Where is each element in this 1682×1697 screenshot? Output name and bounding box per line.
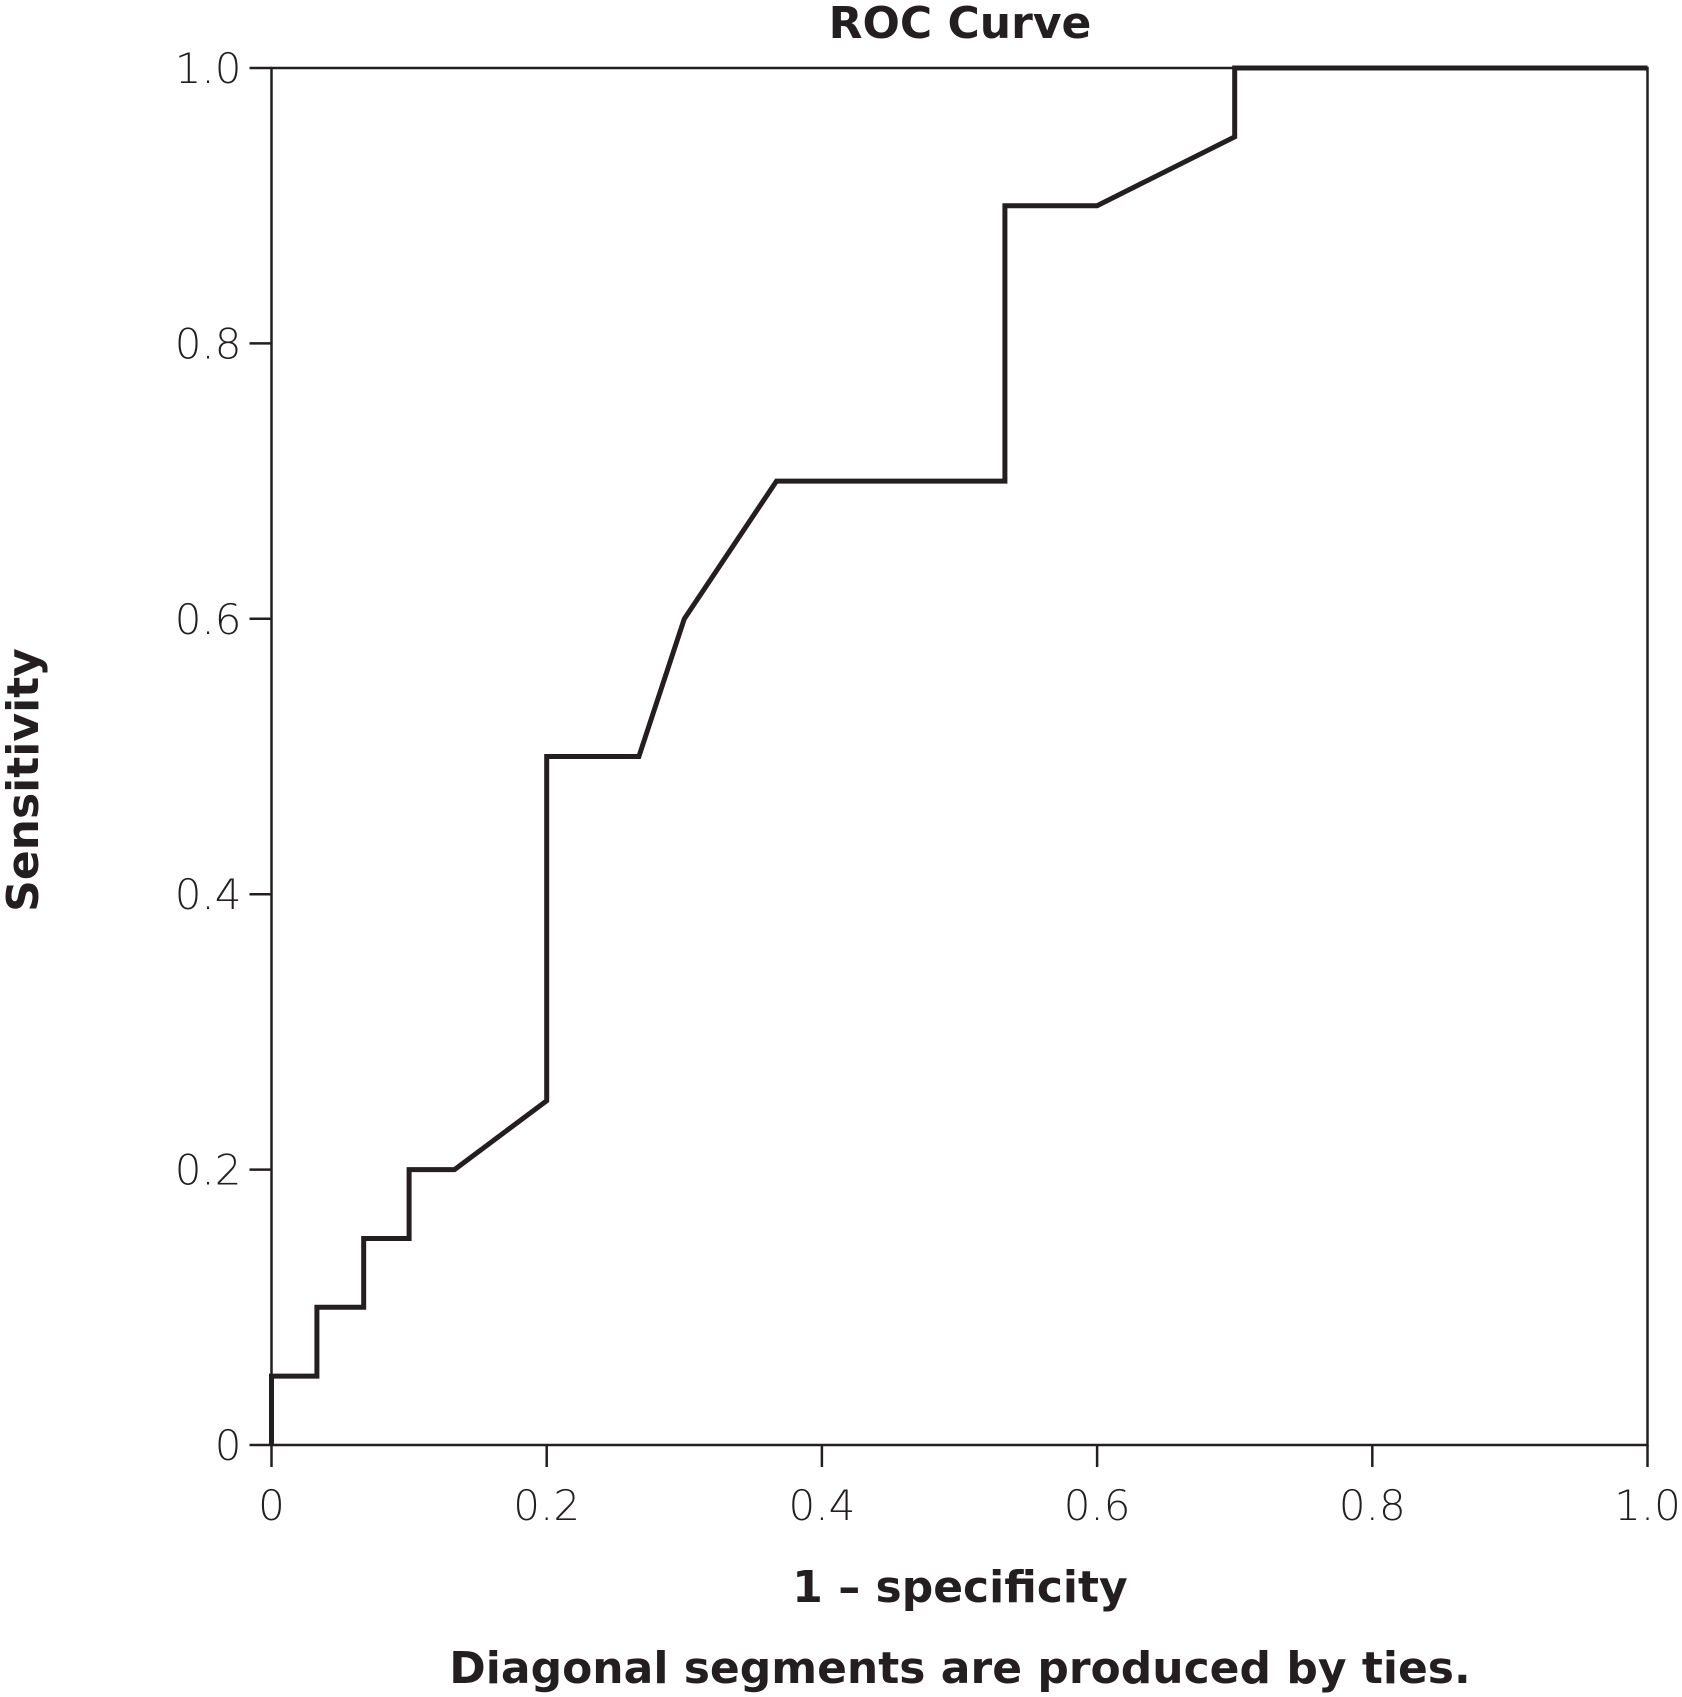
- x-tick-label: 0.6: [1064, 1481, 1131, 1530]
- y-tick-label: 0: [215, 1421, 242, 1470]
- plot-frame: [270, 66, 1649, 1447]
- roc-curve-line: [269, 65, 1648, 1445]
- x-axis-label: 1 – specificity: [792, 1562, 1127, 1613]
- chart-title: ROC Curve: [829, 0, 1092, 49]
- footnote: Diagonal segments are produced by ties.: [449, 1643, 1470, 1694]
- x-tick-label: 0.2: [513, 1481, 580, 1530]
- y-axis-label: Sensitivity: [0, 648, 49, 912]
- x-tick-label: 1.0: [1614, 1481, 1681, 1530]
- y-tick-label: 0.4: [175, 870, 242, 919]
- y-tick-label: 0.2: [175, 1146, 242, 1195]
- x-tick-label: 0.4: [789, 1481, 856, 1530]
- y-tick-label: 0.8: [175, 319, 242, 368]
- x-tick-label: 0: [258, 1481, 285, 1530]
- x-tick-label: 0.8: [1339, 1481, 1406, 1530]
- y-tick-label: 0.6: [175, 595, 242, 644]
- y-tick-label: 1.0: [175, 44, 242, 93]
